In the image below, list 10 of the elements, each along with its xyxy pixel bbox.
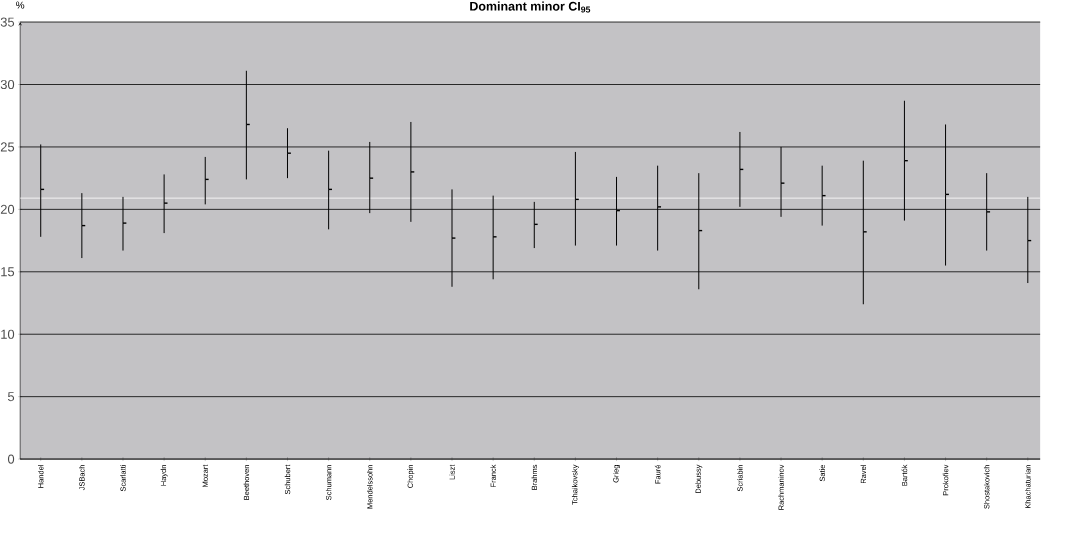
y-tick-label: 5 (7, 392, 15, 402)
y-tick-label: 15 (1, 267, 15, 277)
y-tick-label: 35 (0, 17, 15, 27)
y-tick-label: 20 (0, 204, 15, 214)
y-tick-label: 0 (7, 454, 15, 464)
y-tick-label: 25 (0, 142, 15, 152)
y-axis-title: % (16, 1, 25, 9)
chart-title: Dominant minor CI$_{95}$ (470, 1, 591, 13)
y-tick-label: 30 (0, 79, 15, 90)
y-tick-label: 10 (1, 329, 15, 339)
